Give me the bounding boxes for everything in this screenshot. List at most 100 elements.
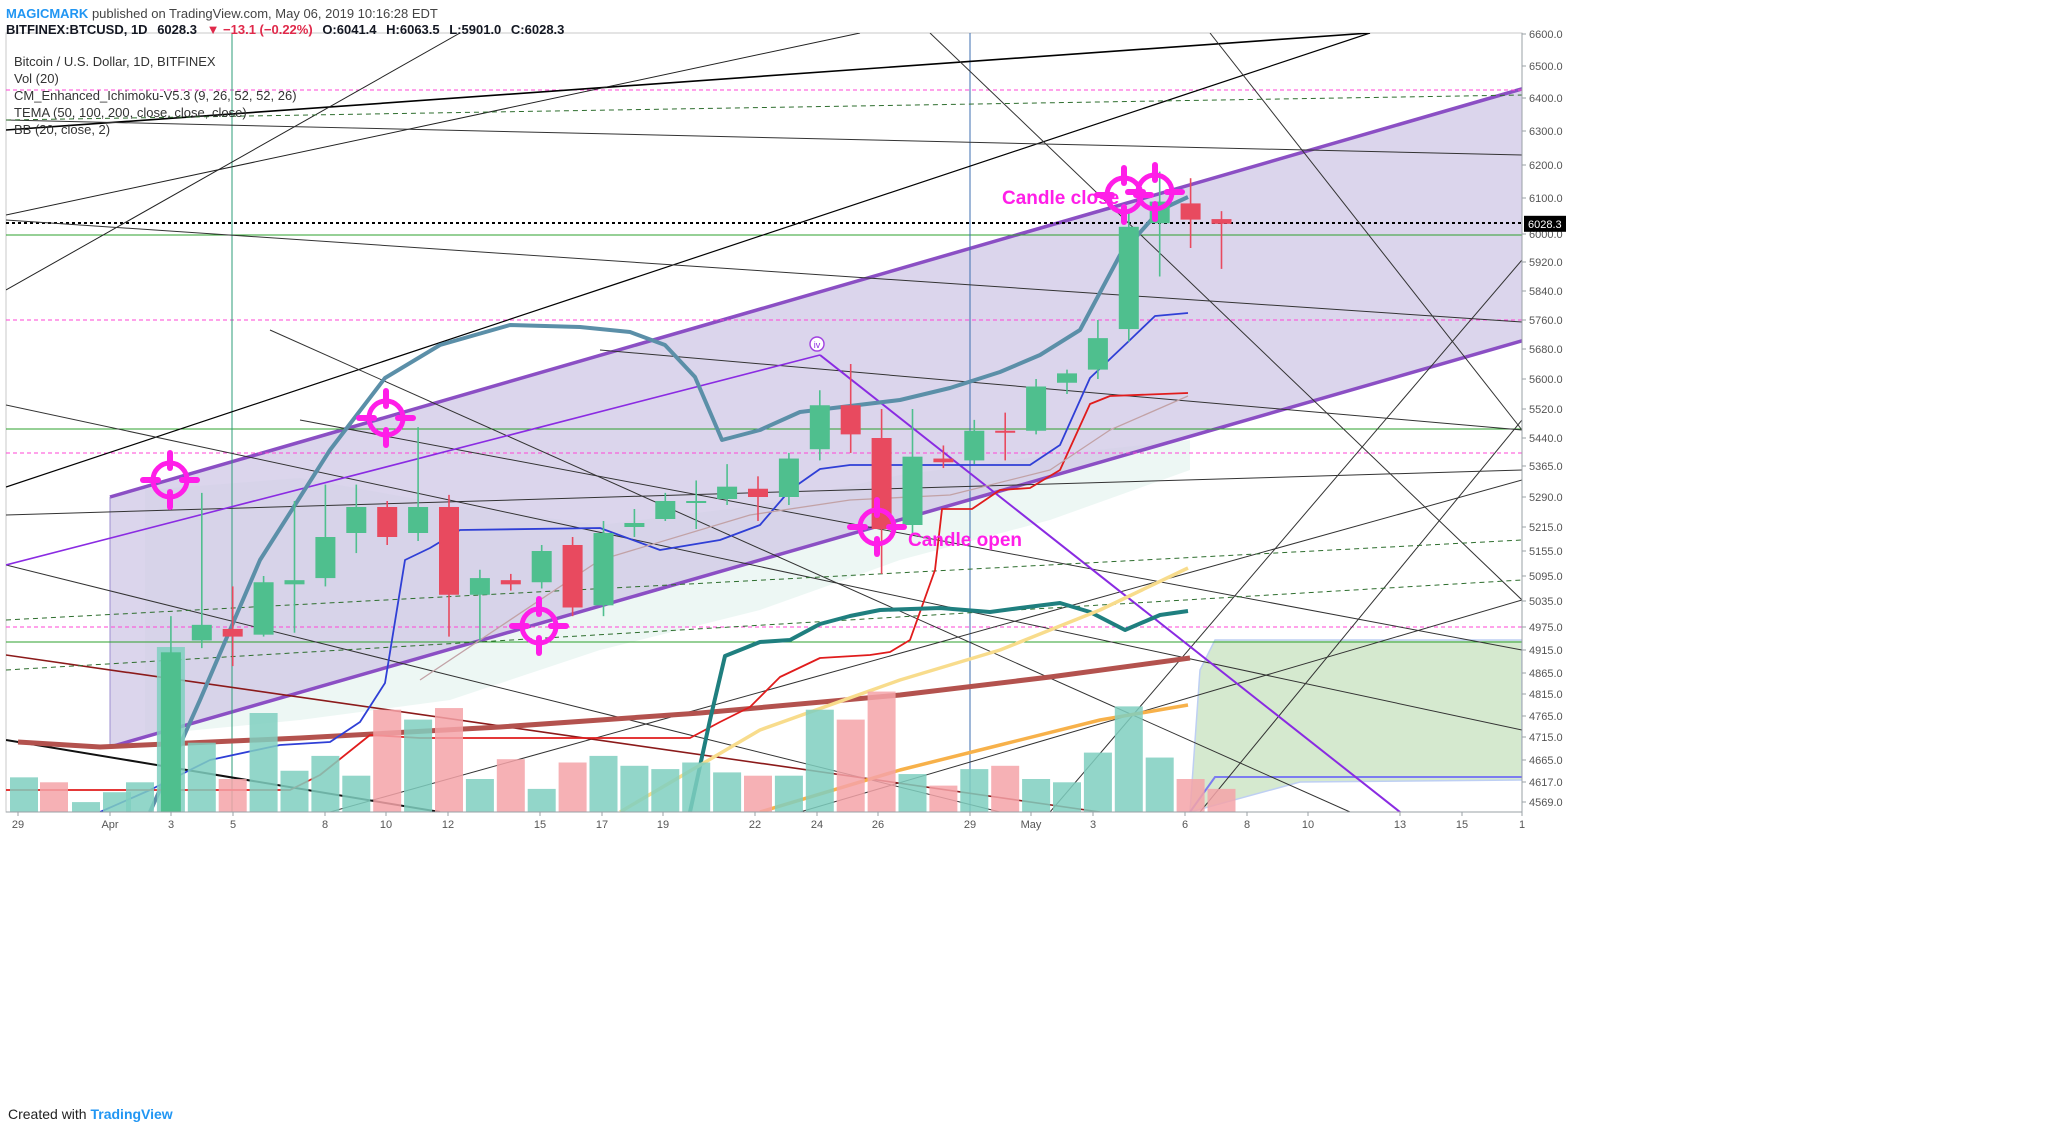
bollinger-mid-curve [419, 395, 1189, 681]
ichimoku-lagging-line [688, 601, 1189, 812]
trend-line-6 [6, 219, 1522, 323]
volume-bar [867, 691, 896, 812]
volume-bar [103, 792, 131, 812]
candle-body [1026, 386, 1047, 431]
price-tick-label: 5680.0 [1529, 344, 1563, 356]
volume-bar [435, 708, 463, 812]
candle-body [439, 507, 459, 595]
candle-body [500, 580, 521, 585]
time-tick-label: 10 [1302, 819, 1314, 831]
volume-bar [1114, 706, 1143, 812]
close-value: C:6028.3 [510, 22, 565, 37]
tema-long-curve [17, 655, 1191, 750]
legend-tema[interactable]: TEMA (50, 100, 200, close, close, close) [14, 105, 247, 120]
price-tick-label: 4765.0 [1529, 711, 1563, 723]
candle-body [902, 456, 923, 525]
price-axis-bg [1522, 33, 1566, 812]
candle-body [717, 486, 738, 499]
time-tick-label: May [1021, 819, 1042, 831]
price-tick-label: 6200.0 [1529, 160, 1563, 172]
candle-body [315, 537, 336, 579]
candle-body [191, 624, 212, 641]
author-name[interactable]: MAGICMARK [6, 6, 89, 21]
candle-body [624, 523, 645, 527]
candle-body [222, 628, 243, 637]
ichimoku-base-line [99, 312, 1189, 812]
price-tick-label: 5520.0 [1529, 404, 1563, 416]
price-tick-label: 6300.0 [1529, 126, 1563, 138]
price-tick-label: 6600.0 [1529, 29, 1563, 41]
candle-body [284, 580, 305, 585]
legend-ichimoku[interactable]: CM_Enhanced_Ichimoku-V5.3 (9, 26, 52, 52… [14, 88, 297, 103]
volume-bar [1022, 779, 1051, 812]
price-change: ▼ −13.1 (−0.22%) [206, 22, 313, 37]
volume-bar [991, 765, 1020, 812]
candle-body [995, 430, 1016, 433]
price-tick-label: 5365.0 [1529, 461, 1563, 473]
volume-bar [558, 762, 587, 812]
target-marker-2 [356, 388, 416, 448]
trend-line-7 [6, 404, 1522, 731]
candle-body [778, 458, 799, 497]
legend-volume[interactable]: Vol (20) [14, 71, 59, 86]
trend-line-24 [6, 579, 1522, 671]
sma-light-curve [619, 566, 1189, 812]
candle-body [1211, 219, 1232, 224]
published-text: published on TradingView.com, May 06, 20… [91, 6, 438, 21]
trend-line-11 [1209, 33, 1522, 431]
price-tick-label: 6000.0 [1529, 229, 1563, 241]
trend-line-2 [6, 33, 1371, 488]
candle-body [809, 405, 830, 450]
price-tick-label: 4715.0 [1529, 732, 1563, 744]
volume-bar [373, 709, 402, 812]
candle-body [655, 501, 676, 519]
time-tick-label: 8 [322, 819, 328, 831]
trend-line-16 [929, 33, 1522, 601]
target-marker-3 [509, 596, 569, 656]
time-tick-label: 1 [1519, 819, 1525, 831]
legend-bollinger[interactable]: BB (20, close, 2) [14, 122, 111, 137]
volume-bar [249, 713, 278, 812]
price-tick-label: 4975.0 [1529, 622, 1563, 634]
tradingview-logo[interactable]: TradingView [90, 1106, 173, 1122]
last-price-tag-label: 6028.3 [1528, 219, 1562, 231]
candle-body [964, 430, 985, 461]
volume-bar [465, 779, 494, 812]
low-value: L:5901.0 [449, 22, 502, 37]
last-price: 6028.3 [157, 22, 197, 37]
volume-bar [805, 709, 834, 812]
created-with-label: Created with [8, 1106, 87, 1122]
price-tick-label: 5840.0 [1529, 286, 1563, 298]
volume-bar [1145, 757, 1174, 812]
annotation-candle-close: Candle close [1002, 188, 1119, 209]
price-tick-label: 5095.0 [1529, 571, 1563, 583]
candle-body [593, 533, 614, 606]
price-tick-label: 5440.0 [1529, 433, 1563, 445]
time-tick-label: 10 [380, 819, 392, 831]
price-tick-label: 5035.0 [1529, 596, 1563, 608]
volume-bar [404, 719, 433, 812]
price-tick-label: 6100.0 [1529, 193, 1563, 205]
trend-line-9 [269, 329, 1351, 812]
time-tick-label: 22 [749, 819, 761, 831]
price-tick-label: 6400.0 [1529, 93, 1563, 105]
price-tick-label: 6500.0 [1529, 61, 1563, 73]
price-tick-label: 5920.0 [1529, 257, 1563, 269]
price-tick-label: 5155.0 [1529, 546, 1563, 558]
volume-bar [1053, 782, 1081, 812]
volume-bar [187, 742, 216, 812]
volume-bar [280, 770, 309, 812]
open-value: O:6041.4 [322, 22, 377, 37]
candle-body [1180, 203, 1201, 220]
volume-bar [651, 769, 680, 812]
candle-body [160, 652, 181, 812]
volume-bar [72, 802, 100, 812]
legend-series-title[interactable]: Bitcoin / U.S. Dollar, 1D, BITFINEX [14, 54, 216, 69]
candle-body [531, 551, 552, 583]
target-marker-6 [1125, 162, 1185, 222]
price-tick-label: 5760.0 [1529, 315, 1563, 327]
time-tick-label: 19 [657, 819, 669, 831]
volume-bar [342, 775, 371, 812]
trend-line-10 [599, 349, 1522, 431]
